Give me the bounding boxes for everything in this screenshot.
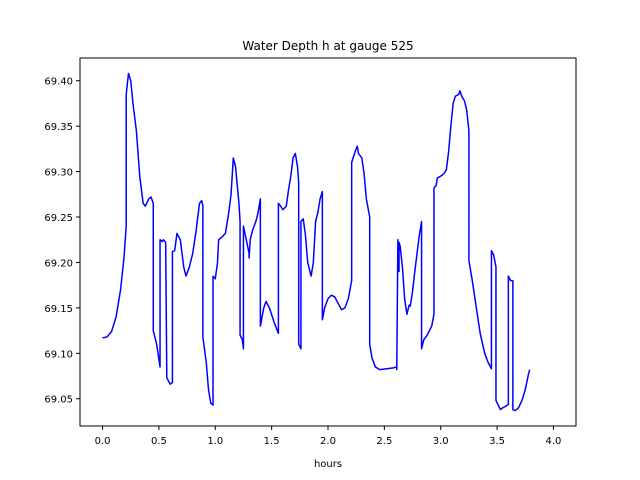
- chart-title: Water Depth h at gauge 525: [242, 39, 413, 53]
- x-tick-label: 4.0: [546, 436, 562, 447]
- series-line-0: [102, 72, 531, 412]
- y-axis: 69.05 69.10 69.15 69.20 69.25 69.30 69.35 69.40: [44, 77, 80, 406]
- plot-area: [102, 72, 531, 412]
- y-tick-label: 69.15: [44, 304, 73, 315]
- x-tick-label: 3.0: [433, 436, 449, 447]
- x-tick-label: 1.0: [207, 436, 223, 447]
- x-axis-label: hours: [314, 459, 342, 470]
- x-tick-label: 3.5: [489, 436, 505, 447]
- y-tick-label: 69.35: [44, 122, 73, 133]
- x-tick-label: 0.5: [151, 436, 167, 447]
- y-tick-label: 69.40: [44, 77, 73, 88]
- x-tick-label: 2.0: [320, 436, 336, 447]
- y-tick-label: 69.30: [44, 168, 73, 179]
- x-tick-label: 2.5: [376, 436, 392, 447]
- y-tick-label: 69.05: [44, 395, 73, 406]
- x-axis: 0.0 0.5 1.0 1.5 2.0 2.5 3.0 3.5 4.0: [95, 426, 562, 447]
- y-tick-label: 69.25: [44, 213, 73, 224]
- x-tick-label: 0.0: [95, 436, 111, 447]
- y-tick-label: 69.10: [44, 349, 73, 360]
- x-tick-label: 1.5: [264, 436, 280, 447]
- y-tick-label: 69.20: [44, 258, 73, 269]
